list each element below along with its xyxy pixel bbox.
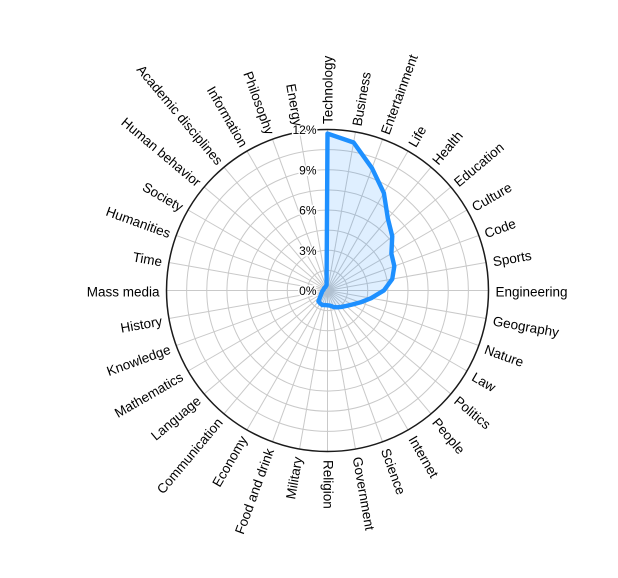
grid-spoke xyxy=(327,290,409,431)
grid-spoke xyxy=(246,150,328,291)
grid-spoke xyxy=(327,290,479,347)
radial-tick-label: 6% xyxy=(299,204,317,218)
grid-spoke xyxy=(327,290,356,450)
grid-spoke xyxy=(327,166,432,291)
grid-spoke xyxy=(246,290,328,431)
grid-spoke xyxy=(176,290,328,347)
grid-spoke xyxy=(168,262,328,291)
grid-spoke xyxy=(327,139,384,291)
grid-spoke xyxy=(203,290,328,395)
grid-spoke xyxy=(176,234,328,291)
category-label: Mass media xyxy=(86,284,160,299)
grid-spoke xyxy=(299,290,328,450)
grid-spoke xyxy=(187,290,328,372)
data-polygon xyxy=(316,131,397,310)
grid-spoke xyxy=(327,150,409,291)
grid-spoke xyxy=(327,262,487,291)
radial-tick-label: 0% xyxy=(299,284,317,298)
category-label: Religion xyxy=(320,459,335,509)
category-label: Engineering xyxy=(495,284,568,299)
grid-spoke xyxy=(327,234,479,291)
grid-spoke xyxy=(203,186,328,291)
radial-tick-label: 12% xyxy=(292,123,316,137)
radial-tick-label: 3% xyxy=(299,244,317,258)
radial-tick-label: 9% xyxy=(299,163,317,177)
category-label: Technology xyxy=(320,55,335,124)
outer-ring xyxy=(165,128,490,453)
grid-spoke xyxy=(327,209,468,291)
grid-spoke xyxy=(168,290,328,319)
grid-spoke xyxy=(223,166,328,291)
grid-spoke xyxy=(327,290,487,319)
grid-spoke xyxy=(327,131,356,291)
grid-spoke xyxy=(299,131,328,291)
grid-spoke xyxy=(187,209,328,291)
grid-spoke xyxy=(223,290,328,415)
grid-spoke xyxy=(271,290,328,442)
grid-spoke xyxy=(327,290,432,415)
grid-spoke xyxy=(327,186,452,291)
grid-spoke xyxy=(327,290,384,442)
grid-spoke xyxy=(271,139,328,291)
